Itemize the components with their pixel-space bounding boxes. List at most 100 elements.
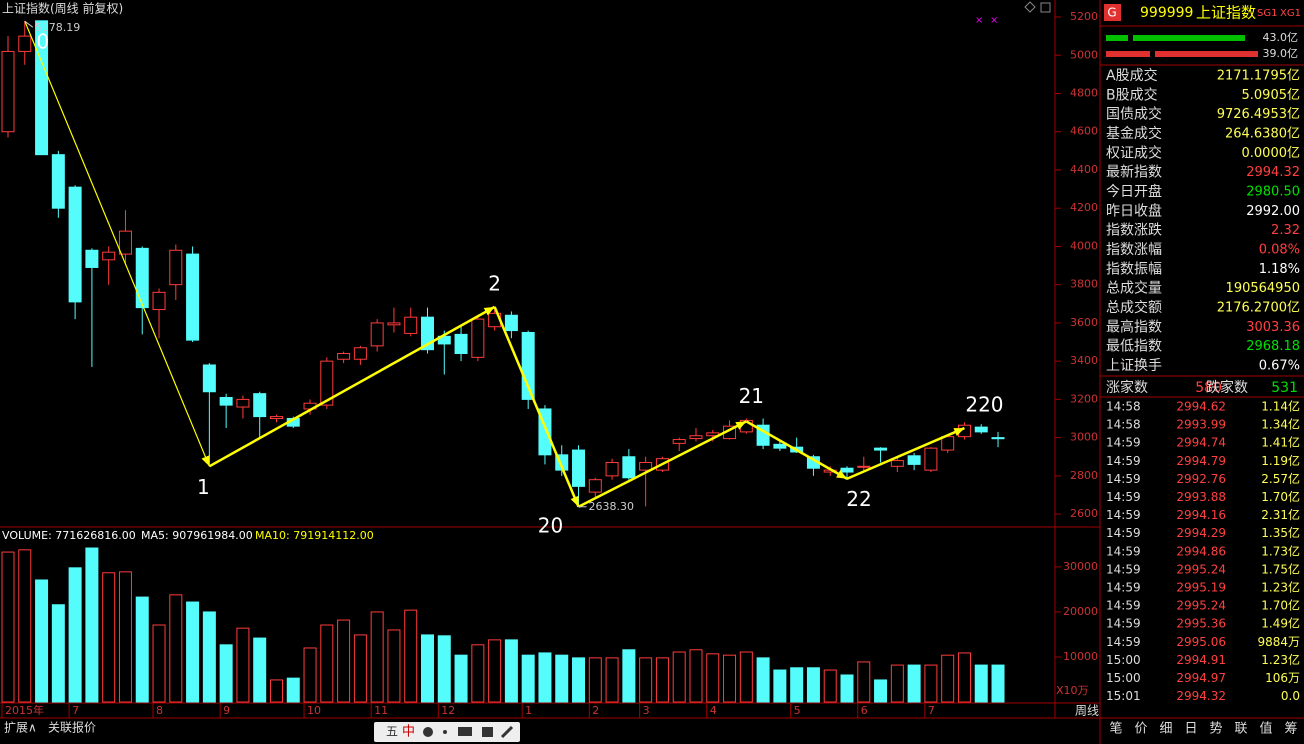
candle-body <box>18 35 32 52</box>
volume-bar <box>622 649 636 703</box>
candle-body <box>404 316 418 334</box>
toolbar-icon[interactable] <box>458 727 472 736</box>
toolbar-icon[interactable] <box>423 727 433 737</box>
wave-line <box>577 420 747 508</box>
x-tick-label: 9 <box>223 704 230 717</box>
candle-body <box>874 447 888 451</box>
name: 上证指数 <box>1196 4 1256 22</box>
y-tick-label: 20000 <box>1063 605 1098 618</box>
x-tick-label: 2015年 <box>5 703 44 717</box>
bar <box>1106 51 1150 57</box>
quote-label: 权证成交 <box>1106 144 1162 161</box>
volume-bar <box>504 639 518 703</box>
footer-tab[interactable]: 扩展∧ <box>4 721 37 735</box>
tick-volume: 2.57亿 <box>1261 471 1300 486</box>
quote-value: 2994.32 <box>1246 165 1300 180</box>
candle-body <box>186 253 200 341</box>
candle-body <box>907 455 921 465</box>
tick-time: 14:59 <box>1106 635 1141 649</box>
wave-arrow <box>953 428 965 437</box>
toolbar-button[interactable]: 五 <box>386 725 398 739</box>
panel-tab[interactable]: 值 <box>1259 721 1272 737</box>
volume-bar <box>454 654 468 703</box>
panel-tab[interactable]: 联 <box>1234 722 1247 737</box>
volume-bar <box>152 624 166 703</box>
volume-bar <box>941 654 955 703</box>
flag: G <box>1107 6 1116 20</box>
quote-label: 总成交量 <box>1106 280 1162 297</box>
wave-label: 2 <box>488 271 501 295</box>
panel-tab[interactable]: 日 <box>1184 722 1197 737</box>
breadth: 跌家数 <box>1206 379 1248 396</box>
panel-tab[interactable]: 筹 <box>1284 721 1297 737</box>
panel-tab[interactable]: 细 <box>1159 722 1172 737</box>
volume-bar <box>202 611 216 703</box>
tick-price: 2995.06 <box>1176 635 1226 649</box>
toolbar-icon[interactable] <box>500 725 514 739</box>
tick-price: 2992.76 <box>1176 472 1226 486</box>
panel-tab[interactable]: 势 <box>1209 721 1222 737</box>
wave-arrow <box>483 306 495 316</box>
breadth: 580 <box>1195 380 1222 396</box>
toolbar-button[interactable]: 中 <box>402 725 415 740</box>
volume-bar <box>588 657 602 703</box>
extreme-label: 2638.30 <box>589 500 635 513</box>
tick-price: 2993.99 <box>1176 418 1226 432</box>
candle-body <box>337 353 351 360</box>
volume-bar <box>555 654 569 703</box>
volume-bar <box>1 551 15 703</box>
tick-price: 2993.88 <box>1176 490 1226 504</box>
volume-bar <box>823 669 837 703</box>
candle-body <box>605 461 619 477</box>
volume-bar <box>320 624 334 703</box>
tick-volume: 106万 <box>1265 671 1300 685</box>
candle-body <box>471 318 485 358</box>
candle-body <box>85 249 99 268</box>
tick-price: 2995.36 <box>1176 617 1226 631</box>
tick-time: 14:59 <box>1106 490 1141 504</box>
x-tick-label: 2 <box>592 704 599 717</box>
toolbar-icon[interactable] <box>443 730 447 734</box>
wave-line <box>208 305 496 468</box>
volume-bar <box>437 635 451 703</box>
wave-arrow <box>201 455 210 467</box>
candle-body <box>135 247 149 309</box>
candle-body <box>504 314 518 332</box>
extreme-pointer <box>24 20 34 28</box>
volume-bar <box>135 596 149 703</box>
y-tick-label: 4600 <box>1070 125 1098 138</box>
quote-value: 190564950 <box>1226 281 1300 296</box>
window-icon[interactable] <box>1040 2 1051 13</box>
quote-label: 指数振幅 <box>1106 261 1162 277</box>
volume-legend: VOLUME: 771626816.00 <box>2 529 136 542</box>
wave-line <box>24 20 210 467</box>
wave-line <box>846 426 965 480</box>
quote-label: 最新指数 <box>1106 165 1162 181</box>
panel-tab[interactable]: 价 <box>1134 722 1147 737</box>
tick-time: 15:00 <box>1106 653 1141 667</box>
x-tick-label: 7 <box>928 704 935 717</box>
volume-bar <box>370 611 384 703</box>
candle-body <box>924 447 938 471</box>
volume-bar <box>488 639 502 703</box>
code: 999999 <box>1140 5 1193 21</box>
quote-value: 5.0905亿 <box>1242 88 1301 103</box>
tick-price: 2994.74 <box>1176 436 1226 450</box>
panel-tab[interactable]: 笔 <box>1109 721 1122 737</box>
window-icon[interactable] <box>1024 1 1036 13</box>
candle-body <box>588 479 602 493</box>
volume-bar <box>790 667 804 703</box>
wave-label: 1 <box>197 475 210 499</box>
toolbar-icon[interactable] <box>482 727 493 737</box>
footer-tab[interactable]: 关联报价 <box>48 720 96 735</box>
volume-bar <box>890 664 904 703</box>
tick-price: 2995.24 <box>1176 599 1226 613</box>
y-tick-label: 4000 <box>1070 239 1098 252</box>
wave-label: 220 <box>965 393 1003 417</box>
candle-body <box>991 437 1005 440</box>
tick-volume: 9884万 <box>1257 635 1300 649</box>
volume-bar <box>874 679 888 703</box>
x-tick-label: 1 <box>525 704 532 717</box>
tick-time: 14:59 <box>1106 599 1141 613</box>
candle-body <box>974 426 988 433</box>
